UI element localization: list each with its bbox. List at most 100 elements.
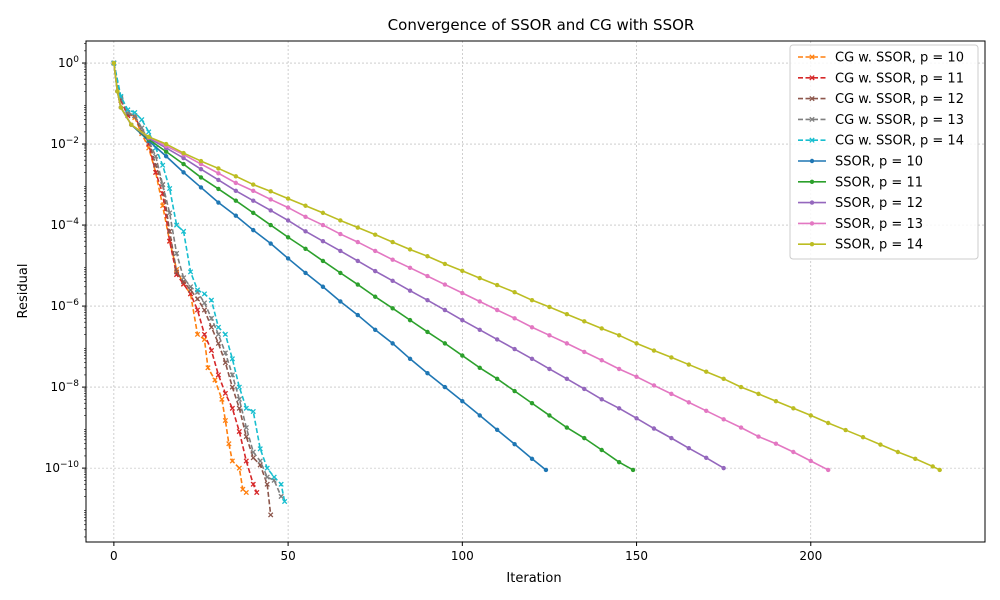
data-point bbox=[494, 427, 500, 433]
marker-stroke bbox=[166, 228, 173, 235]
data-point bbox=[111, 60, 117, 66]
data-point bbox=[460, 268, 465, 274]
data-point bbox=[529, 297, 535, 303]
data-point bbox=[303, 229, 308, 234]
marker-stroke bbox=[215, 372, 222, 378]
data-point bbox=[198, 161, 204, 167]
legend-item: CG w. SSOR, p = 12 bbox=[798, 92, 964, 107]
marker-stroke bbox=[201, 291, 208, 297]
data-point bbox=[251, 198, 256, 203]
marker-stroke bbox=[139, 117, 145, 123]
data-point bbox=[320, 222, 326, 228]
data-point bbox=[159, 181, 166, 188]
legend-item: CG w. SSOR, p = 10 bbox=[798, 51, 964, 66]
axes: 0 50 100 150 200 100 10−2 10−4 10−6 10−8 10−10 bbox=[45, 43, 822, 563]
marker-stroke bbox=[146, 129, 152, 135]
data-point bbox=[407, 317, 413, 323]
data-point bbox=[229, 384, 236, 390]
data-point bbox=[616, 459, 622, 465]
data-point bbox=[512, 346, 517, 352]
data-point bbox=[599, 358, 604, 363]
data-point bbox=[236, 428, 242, 435]
data-point bbox=[153, 153, 159, 159]
marker-stroke bbox=[229, 384, 236, 390]
marker-stroke bbox=[250, 455, 256, 461]
legend-item: SSOR, p = 10 bbox=[798, 155, 923, 170]
data-point bbox=[233, 188, 239, 194]
y-tick-label: 10−2 bbox=[50, 136, 79, 151]
data-point bbox=[215, 340, 222, 347]
marker-stroke bbox=[809, 137, 815, 143]
data-point bbox=[616, 333, 622, 338]
marker-stroke bbox=[201, 336, 208, 343]
legend-label: CG w. SSOR, p = 14 bbox=[835, 134, 964, 149]
data-point bbox=[651, 383, 657, 388]
data-point bbox=[264, 474, 270, 480]
data-point bbox=[512, 388, 517, 394]
data-point bbox=[582, 386, 587, 392]
data-point bbox=[338, 231, 343, 237]
data-point bbox=[791, 449, 796, 455]
data-point bbox=[251, 210, 256, 216]
data-point bbox=[460, 398, 465, 404]
data-point bbox=[477, 413, 482, 418]
data-point bbox=[166, 228, 173, 235]
data-point bbox=[390, 257, 395, 262]
marker-stroke bbox=[208, 315, 215, 321]
data-point bbox=[460, 290, 465, 296]
marker-stroke bbox=[212, 377, 218, 383]
x-tick-label: 50 bbox=[280, 549, 295, 563]
marker-stroke bbox=[236, 428, 242, 435]
marker-stroke bbox=[180, 228, 187, 235]
data-point bbox=[125, 107, 131, 113]
data-point bbox=[257, 446, 263, 452]
data-point bbox=[512, 316, 517, 321]
data-point bbox=[285, 256, 291, 261]
legend-box bbox=[789, 44, 979, 260]
marker-stroke bbox=[236, 396, 242, 402]
data-point bbox=[512, 290, 517, 295]
data-point bbox=[355, 258, 360, 264]
marker-stroke bbox=[264, 465, 270, 471]
marker-stroke bbox=[809, 95, 815, 102]
y-tick-label: 100 bbox=[58, 55, 79, 70]
legend-label: CG w. SSOR, p = 11 bbox=[835, 71, 964, 86]
data-point bbox=[233, 213, 239, 218]
data-point bbox=[407, 288, 413, 293]
data-point bbox=[163, 149, 169, 154]
data-point bbox=[564, 312, 570, 317]
data-point bbox=[630, 467, 636, 473]
data-point bbox=[194, 287, 201, 293]
data-point bbox=[215, 372, 222, 378]
data-point bbox=[425, 297, 430, 303]
data-point bbox=[686, 400, 692, 405]
marker-stroke bbox=[264, 481, 270, 487]
data-point bbox=[251, 227, 256, 233]
marker-stroke bbox=[222, 360, 229, 366]
data-point bbox=[442, 341, 448, 346]
data-point bbox=[634, 374, 639, 379]
data-point bbox=[208, 347, 215, 354]
data-point bbox=[320, 210, 326, 216]
marker-stroke bbox=[159, 203, 166, 209]
data-point bbox=[320, 284, 326, 289]
marker-stroke bbox=[201, 331, 208, 338]
data-point bbox=[494, 307, 500, 313]
data-point bbox=[251, 182, 256, 187]
data-point bbox=[564, 341, 570, 346]
data-point bbox=[669, 391, 674, 397]
data-point bbox=[669, 435, 674, 441]
marker-stroke bbox=[166, 210, 173, 216]
marker-stroke bbox=[194, 296, 201, 302]
legend-label: SSOR, p = 14 bbox=[835, 238, 923, 253]
data-point bbox=[338, 299, 343, 304]
data-point bbox=[686, 362, 692, 367]
data-point bbox=[271, 474, 277, 480]
data-point bbox=[181, 170, 186, 175]
data-point bbox=[180, 275, 187, 281]
data-point bbox=[187, 269, 194, 275]
data-point bbox=[201, 300, 208, 306]
marker-stroke bbox=[208, 324, 215, 330]
data-point bbox=[704, 455, 709, 460]
data-point bbox=[194, 331, 201, 338]
